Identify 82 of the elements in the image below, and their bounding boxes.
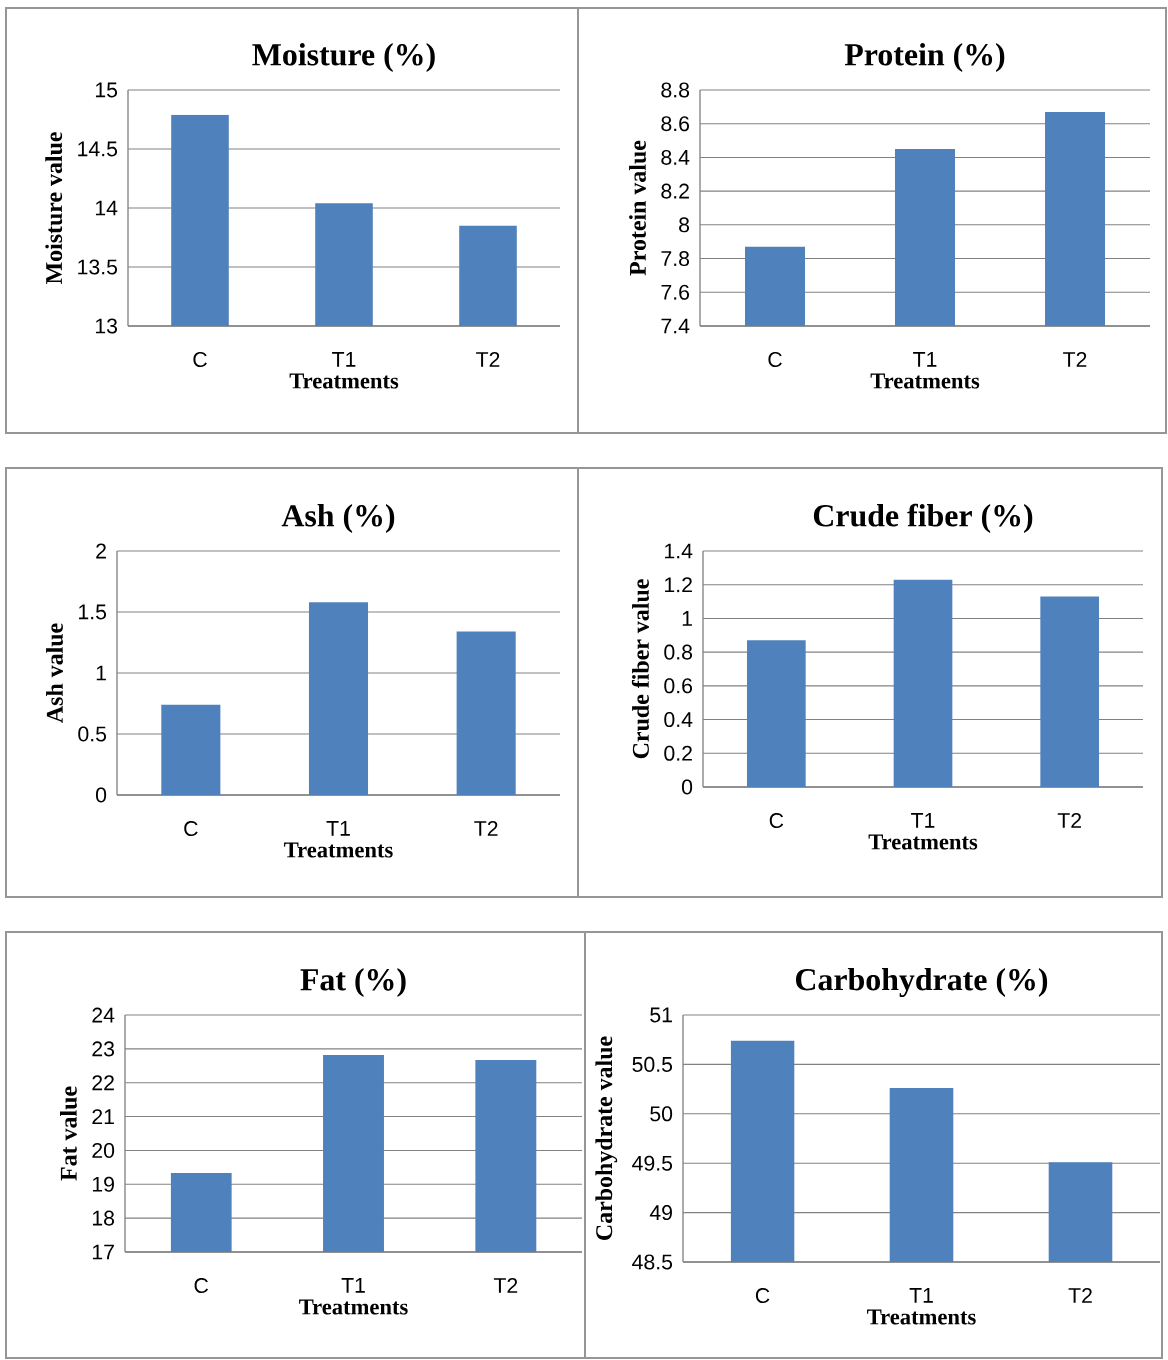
y-tick-label: 8.2: [661, 183, 689, 199]
x-tick-label: T2: [493, 1278, 518, 1293]
chart-title: Protein (%): [844, 43, 1005, 72]
y-tick-label: 0.4: [664, 712, 693, 728]
y-axis-title: Ash value: [46, 623, 63, 723]
x-tick-label: T2: [474, 821, 498, 836]
x-tick-label: T1: [341, 1278, 365, 1293]
y-tick-label: 0: [95, 787, 107, 803]
y-tick-label: 14: [95, 200, 118, 216]
y-tick-label: 7.6: [661, 284, 690, 300]
y-tick-label: 49: [649, 1205, 672, 1221]
x-tick-label: T2: [476, 352, 500, 367]
chart-title: Carbohydrate (%): [796, 967, 1048, 997]
x-axis-title: Treatments: [299, 1299, 408, 1315]
chart-title: Ash (%): [281, 504, 395, 533]
y-tick-label: 1.2: [665, 577, 692, 593]
y-tick-label: 49.5: [632, 1155, 673, 1171]
x-tick-label: C: [193, 352, 207, 368]
y-tick-label: 2: [96, 543, 106, 559]
y-tick-label: 18: [92, 1210, 115, 1226]
y-tick-label: 15: [95, 82, 118, 98]
y-tick-label: 0.5: [78, 726, 107, 742]
x-axis-title: Treatments: [284, 842, 393, 858]
y-tick-label: 14.5: [78, 141, 118, 157]
y-tick-label: 19: [92, 1176, 114, 1192]
bar: [1040, 596, 1100, 787]
y-tick-label: 50: [650, 1106, 673, 1122]
y-tick-label: 48.5: [632, 1254, 673, 1270]
x-axis-title: Treatments: [289, 373, 399, 389]
y-tick-label: 0.8: [664, 644, 693, 660]
y-tick-label: 1.4: [665, 543, 693, 559]
bar: [161, 704, 221, 795]
y-tick-label: 21: [92, 1109, 114, 1124]
x-tick-label: T1: [909, 1288, 933, 1303]
y-tick-label: 51: [650, 1007, 672, 1023]
bar: [893, 579, 953, 787]
y-tick-label: 8.4: [661, 149, 690, 165]
x-axis-title: Treatments: [867, 1309, 976, 1325]
bar: [456, 631, 516, 795]
chart-title: Fat (%): [300, 968, 406, 998]
x-tick-label: C: [768, 352, 782, 368]
y-axis-title: Protein value: [629, 140, 646, 276]
y-tick-label: 13.5: [78, 259, 118, 275]
y-tick-label: 8: [679, 217, 690, 233]
y-tick-label: 17: [92, 1244, 114, 1260]
y-tick-label: 0.2: [664, 745, 692, 761]
y-tick-label: 1: [96, 665, 106, 681]
x-tick-label: T2: [1057, 813, 1082, 828]
y-tick-label: 50.5: [632, 1056, 673, 1072]
y-tick-label: 13: [95, 318, 118, 334]
y-tick-label: 23: [92, 1041, 115, 1057]
x-tick-label: C: [769, 813, 784, 829]
x-tick-label: T1: [911, 813, 935, 828]
y-tick-label: 22: [92, 1075, 114, 1091]
y-tick-label: 8.8: [661, 82, 690, 98]
x-tick-label: T1: [913, 352, 937, 367]
y-axis-title: Moisture value: [45, 132, 63, 285]
x-tick-label: T1: [326, 821, 350, 836]
x-tick-label: T1: [332, 352, 356, 367]
y-axis-title: Fat value: [59, 1086, 77, 1181]
y-axis-title: Carbohydrate value: [595, 1036, 618, 1240]
y-tick-label: 1: [682, 611, 692, 626]
y-tick-label: 0: [681, 779, 693, 795]
chart-title: Crude fiber (%): [813, 503, 1033, 533]
y-tick-label: 8.6: [661, 116, 690, 132]
x-axis-title: Treatments: [868, 834, 978, 850]
x-tick-label: C: [194, 1278, 209, 1294]
x-tick-label: T2: [1063, 352, 1087, 367]
y-tick-label: 7.8: [661, 251, 690, 267]
bar: [747, 640, 806, 787]
x-axis-title: Treatments: [870, 373, 980, 389]
y-tick-label: 7.4: [661, 318, 690, 334]
x-tick-label: T2: [1068, 1288, 1092, 1303]
x-tick-label: C: [755, 1288, 770, 1304]
y-tick-label: 24: [92, 1007, 115, 1023]
y-axis-title: Crude fiber value: [631, 579, 649, 759]
bar: [308, 602, 369, 795]
y-tick-label: 0.6: [664, 678, 693, 694]
y-tick-label: 20: [92, 1142, 115, 1158]
x-tick-label: C: [184, 821, 198, 837]
chart-title: Moisture (%): [252, 43, 435, 72]
y-tick-label: 1.5: [79, 604, 107, 620]
